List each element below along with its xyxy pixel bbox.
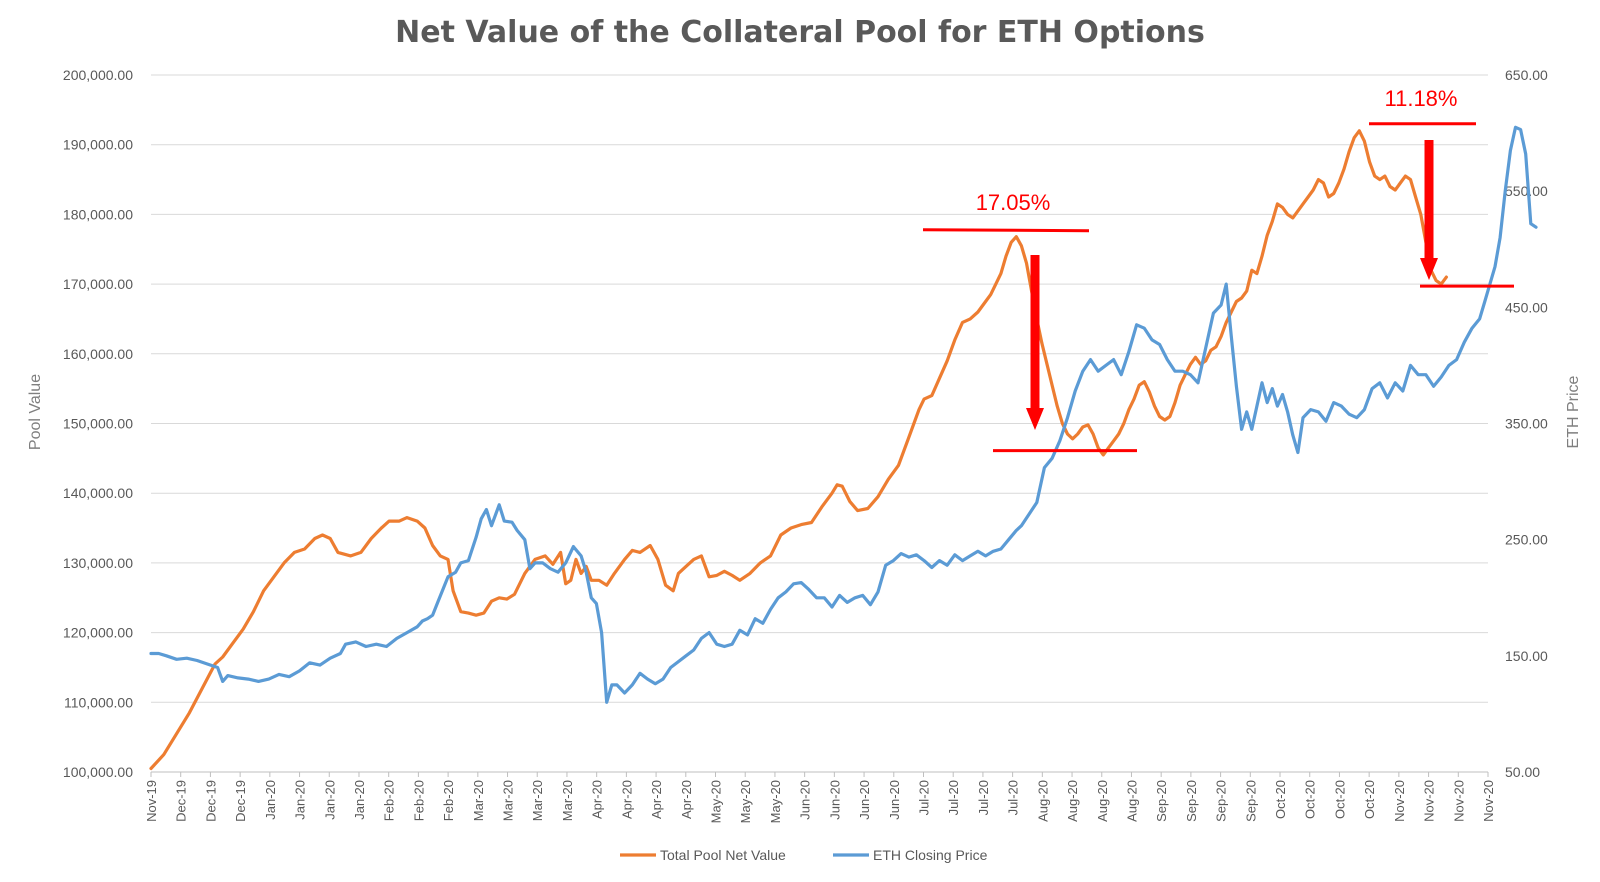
x-tick-label: Jun-20	[827, 780, 842, 820]
y-tick-label: 190,000.00	[63, 137, 133, 153]
x-tick-label: Mar-20	[471, 780, 486, 821]
x-tick-label: Jun-20	[798, 780, 813, 820]
legend: Total Pool Net Value ETH Closing Price	[620, 847, 988, 863]
x-tick-label: Sep-20	[1184, 780, 1199, 822]
x-tick-label: Jan-20	[352, 780, 367, 820]
y2-tick-label: 550.00	[1505, 183, 1548, 199]
drawdown-label-2: 11.18%	[1385, 86, 1458, 111]
x-tick-label: Oct-20	[1303, 780, 1318, 819]
x-tick-label: Jun-20	[887, 780, 902, 820]
y2-axis-label: ETH Price	[1565, 375, 1582, 448]
x-tick-label: Feb-20	[441, 780, 456, 821]
x-tick-label: Aug-20	[1124, 780, 1139, 822]
y-tick-label: 170,000.00	[63, 276, 133, 292]
x-tick-label: Mar-20	[501, 780, 516, 821]
x-tick-label: Apr-20	[590, 780, 605, 819]
peak-line-1	[922, 228, 1090, 233]
x-tick-label: Jan-20	[263, 780, 278, 820]
x-tick-label: Nov-20	[1392, 780, 1407, 822]
y2-tick-label: 350.00	[1505, 416, 1548, 432]
drawdown-label-1: 17.05%	[976, 190, 1051, 215]
x-tick-label: Aug-20	[1095, 780, 1110, 822]
y2-tick-label: 150.00	[1505, 648, 1548, 664]
y-tick-label: 100,000.00	[63, 764, 133, 780]
x-tick-label: Oct-20	[1273, 780, 1288, 819]
y-axis-label: Pool Value	[27, 374, 44, 450]
x-tick-label: May-20	[709, 780, 724, 823]
x-tick-label: Jul-20	[1006, 780, 1021, 815]
y2-axis-ticks: 50.00 150.00 250.00 350.00 450.00 550.00 650.0…	[1505, 67, 1548, 780]
x-tick-label: Feb-20	[382, 780, 397, 821]
x-tick-label: Nov-20	[1422, 780, 1437, 822]
y-tick-label: 110,000.00	[64, 694, 133, 710]
y2-tick-label: 50.00	[1505, 764, 1540, 780]
x-tick-label: Dec-19	[203, 780, 218, 822]
y2-tick-label: 650.00	[1505, 67, 1548, 83]
drop-arrow-head-1	[1026, 408, 1044, 430]
x-tick-label: Apr-20	[619, 780, 634, 819]
y-tick-label: 200,000.00	[63, 67, 133, 83]
x-tick-label: Jan-20	[293, 780, 308, 820]
x-tick-label: Jul-20	[916, 780, 931, 815]
y2-tick-label: 250.00	[1505, 532, 1548, 548]
x-tick-label: May-20	[738, 780, 753, 823]
y-tick-label: 160,000.00	[63, 346, 133, 362]
x-tick-label: Dec-19	[233, 780, 248, 822]
y-tick-label: 130,000.00	[63, 555, 133, 571]
x-tick-label: Aug-20	[1035, 780, 1050, 822]
x-tick-label: Nov-20	[1481, 780, 1496, 822]
pool-value-line	[149, 129, 1448, 771]
y-tick-label: 120,000.00	[63, 625, 133, 641]
x-tick-label: Feb-20	[411, 780, 426, 821]
x-tick-label: Jan-20	[322, 780, 337, 820]
x-tick-label: Sep-20	[1243, 780, 1258, 822]
x-tick-label: Jun-20	[857, 780, 872, 820]
x-tick-label: May-20	[768, 780, 783, 823]
x-tick-label: Nov-19	[144, 780, 159, 822]
x-tick-label: Mar-20	[530, 780, 545, 821]
y-axis-ticks: 100,000.00 110,000.00 120,000.00 130,000.00…	[63, 67, 133, 780]
x-tick-label: Mar-20	[560, 780, 575, 821]
x-tick-label: Sep-20	[1154, 780, 1169, 822]
x-tick-label: Apr-20	[649, 780, 664, 819]
x-tick-label: Jul-20	[946, 780, 961, 815]
y-tick-label: 140,000.00	[63, 485, 133, 501]
x-tick-label: Nov-20	[1451, 780, 1466, 822]
x-axis-ticks: Nov-19 Dec-19 Dec-19 Dec-19 Jan-20 Jan-20 Jan-…	[144, 772, 1496, 823]
series-lines	[149, 125, 1538, 771]
x-tick-label: Apr-20	[679, 780, 694, 819]
x-tick-label: Oct-20	[1332, 780, 1347, 819]
x-tick-label: Sep-20	[1214, 780, 1229, 822]
gridlines	[151, 74, 1488, 773]
legend-label-eth-price: ETH Closing Price	[873, 847, 988, 863]
annotations: 17.05% 11.18%	[922, 86, 1514, 453]
eth-price-line	[149, 125, 1538, 704]
x-tick-label: Jul-20	[976, 780, 991, 815]
y-tick-label: 150,000.00	[63, 416, 133, 432]
y-tick-label: 180,000.00	[63, 206, 133, 222]
y2-tick-label: 450.00	[1505, 299, 1548, 315]
legend-label-pool-value: Total Pool Net Value	[660, 847, 786, 863]
x-tick-label: Dec-19	[174, 780, 189, 822]
chart-title: Net Value of the Collateral Pool for ETH…	[395, 15, 1205, 50]
drop-arrow-head-2	[1420, 258, 1438, 280]
x-tick-label: Oct-20	[1362, 780, 1377, 819]
x-tick-label: Aug-20	[1065, 780, 1080, 822]
